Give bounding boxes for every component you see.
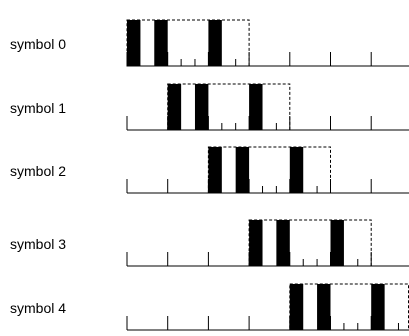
pulse-bar	[235, 147, 250, 193]
pulse-bar	[289, 147, 304, 193]
symbol-row: symbol 0	[10, 19, 409, 67]
pulse-bar	[371, 284, 385, 330]
pulse-bar	[317, 284, 331, 330]
symbol-row: symbol 3	[10, 219, 409, 267]
pulse-bar	[208, 20, 222, 66]
pulse-bar	[249, 84, 263, 130]
symbol-envelope	[289, 283, 409, 331]
pulse-bar	[249, 220, 263, 266]
symbol-envelope	[207, 146, 331, 194]
pulse-bar	[167, 84, 182, 130]
pulse-bar	[154, 20, 168, 66]
row-label: symbol 1	[10, 100, 66, 116]
row-label: symbol 2	[10, 163, 66, 179]
pulse-bar	[194, 84, 209, 130]
symbol-row: symbol 4	[10, 283, 409, 331]
pulse-bar	[127, 20, 141, 66]
pulse-bar	[276, 220, 290, 266]
row-label: symbol 3	[10, 236, 66, 252]
row-label: symbol 4	[10, 300, 66, 316]
row-label: symbol 0	[10, 36, 66, 52]
symbol-row: symbol 2	[10, 146, 409, 194]
rows-layer: symbol 0 symbol 1 symbol 2 symbol 3 symbol 4	[10, 19, 409, 331]
symbol-row: symbol 1	[10, 83, 409, 131]
symbol-envelope	[248, 219, 372, 267]
pulse-bar	[330, 220, 344, 266]
symbol-envelope	[167, 83, 291, 131]
symbol-envelope	[126, 19, 250, 67]
pulse-bar	[208, 147, 222, 193]
pulse-bar	[289, 284, 304, 330]
